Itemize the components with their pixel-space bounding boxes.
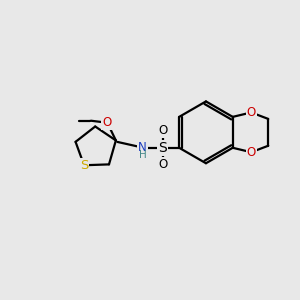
Text: H: H: [139, 150, 147, 160]
Text: O: O: [247, 106, 256, 119]
Text: O: O: [158, 158, 168, 171]
Text: S: S: [159, 141, 167, 155]
Text: methoxy: methoxy: [88, 119, 94, 121]
Text: S: S: [80, 159, 88, 172]
Text: N: N: [138, 141, 147, 154]
Text: O: O: [247, 146, 256, 159]
Text: O: O: [102, 116, 112, 129]
Text: O: O: [158, 124, 168, 137]
